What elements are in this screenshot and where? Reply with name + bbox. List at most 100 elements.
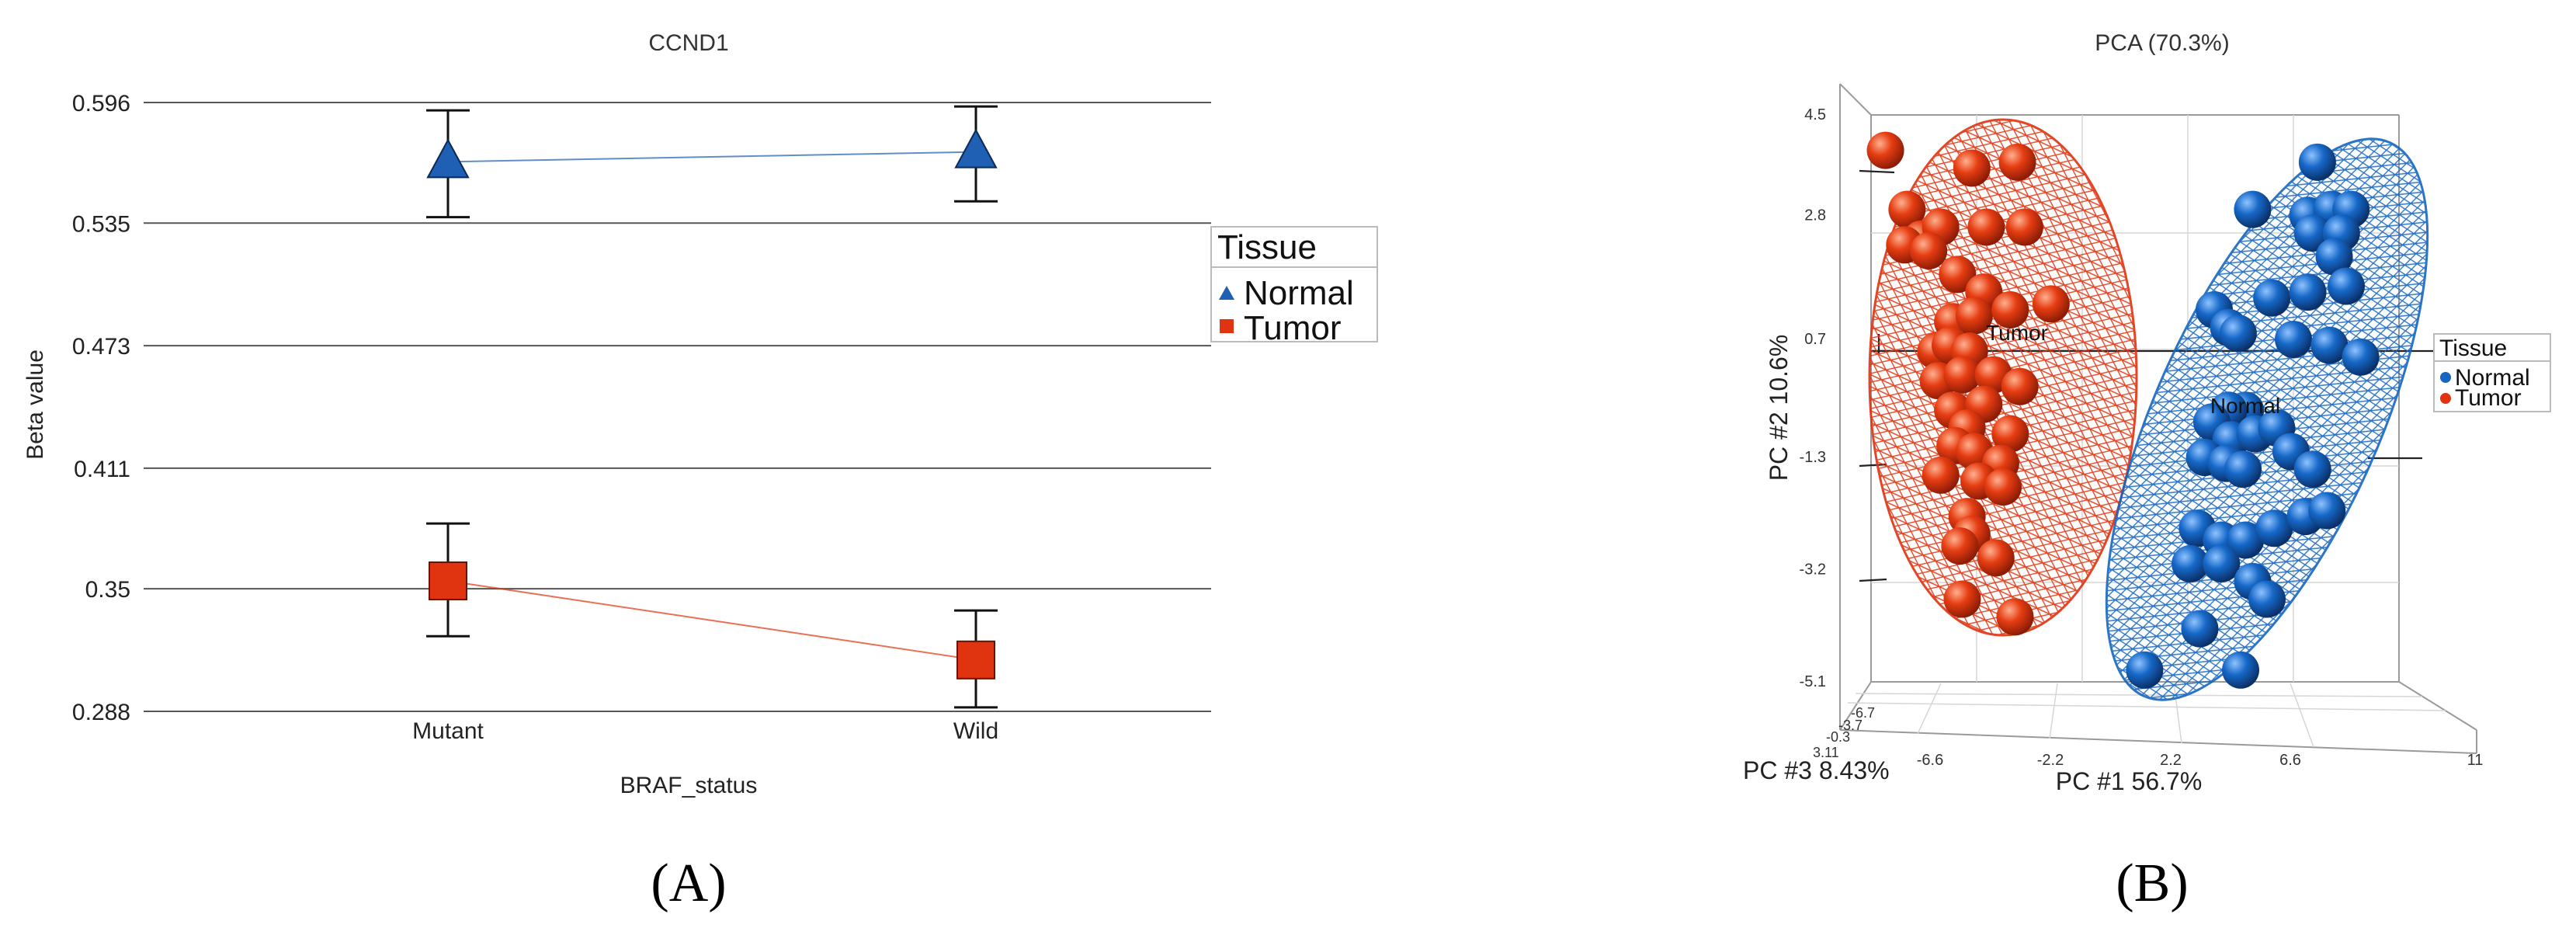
- panel-b-x-tick-label: 11: [2467, 752, 2484, 769]
- panel-b-point-tumor: [1910, 231, 1948, 269]
- panel-b-point-tumor: [1991, 415, 2029, 453]
- panel-b-z-axis-label: PC #3 8.43%: [1743, 756, 1890, 784]
- panel-a-point-tumor: [956, 640, 995, 680]
- panel-b-point-normal: [2255, 509, 2293, 547]
- panel-b-point-normal: [2298, 143, 2336, 181]
- panel-b-z-tick-label: -0.3: [1826, 729, 1850, 745]
- panel-a-legend-title: Tissue: [1217, 228, 1317, 266]
- panel-a-point-tumor: [429, 561, 467, 600]
- panel-b-point-normal: [2181, 610, 2219, 648]
- panel-b-z-tick-label: -3.7: [1838, 718, 1863, 733]
- panel-a-x-tick-label: Mutant: [412, 718, 484, 744]
- panel-b-point-tumor: [1922, 456, 1960, 494]
- panel-a-legend: Tissue Normal Tumor: [1210, 226, 1378, 347]
- panel-a-series-tumor: [426, 522, 998, 709]
- panel-b-label: (B): [2116, 853, 2188, 913]
- panel-b-point-normal: [2275, 320, 2312, 358]
- panel-a-x-tick-label: Wild: [953, 718, 998, 744]
- panel-b-point-normal: [2328, 267, 2365, 305]
- panel-b-point-tumor: [2032, 285, 2070, 323]
- panel-b-legend: Tissue Normal Tumor: [2433, 333, 2551, 412]
- panel-b-point-normal: [2253, 279, 2291, 317]
- panel-a-y-tick-label: 0.35: [85, 577, 130, 603]
- panel-b-point-tumor: [1996, 598, 2034, 636]
- panel-b-point-tumor: [1943, 580, 1981, 618]
- panel-b-points: [1866, 131, 2380, 689]
- panel-b-x-tick-label: 6.6: [2279, 752, 2301, 769]
- panel-a-connector-line: [447, 151, 977, 163]
- panel-b-point-tumor: [1991, 290, 2029, 328]
- panel-b-point-normal: [2293, 450, 2331, 488]
- panel-b-point-tumor: [1866, 131, 1904, 169]
- panel-b-legend-tumor-marker: [2440, 393, 2451, 404]
- panel-b-point-normal: [2219, 315, 2257, 353]
- panel-b-point-tumor: [2001, 367, 2039, 405]
- panel-a-y-ticks: 0.596 0.535 0.473 0.411 0.35 0.288: [72, 91, 130, 725]
- panel-b-legend-tumor: Tumor: [2455, 385, 2522, 411]
- panel-b-point-tumor: [1943, 356, 1981, 394]
- panel-a-connector-line: [447, 580, 977, 661]
- panel-b: PCA (70.3%): [1743, 30, 2551, 795]
- panel-b-point-normal: [2248, 580, 2286, 618]
- panel-b-point-tumor: [1955, 297, 1993, 335]
- panel-a: CCND1 0.596 0.535 0.473 0.411 0.35 0.288 Muta…: [23, 30, 1378, 798]
- panel-a-series-normal: [426, 105, 998, 219]
- panel-b-point-tumor: [1967, 208, 2005, 246]
- panel-b-series-normal: [2126, 143, 2380, 689]
- panel-b-point-normal: [2126, 651, 2164, 689]
- panel-b-series-tumor: [1866, 131, 2070, 636]
- panel-b-legend-normal-marker: [2440, 372, 2451, 383]
- panel-b-point-tumor: [1941, 527, 1979, 565]
- panel-b-point-normal: [2224, 450, 2262, 488]
- panel-a-grid: [144, 102, 1211, 712]
- panel-b-point-normal: [2227, 521, 2265, 559]
- panel-b-z-tick-label: 3.11: [1813, 745, 1839, 760]
- panel-b-y-tick-label: 2.8: [1804, 207, 1826, 224]
- panel-b-point-normal: [2315, 238, 2353, 276]
- panel-a-point-normal: [426, 138, 470, 179]
- panel-b-legend-normal: Normal: [2455, 365, 2530, 391]
- panel-b-point-tumor: [1888, 190, 1926, 228]
- panel-b-point-normal: [2310, 326, 2349, 364]
- panel-b-point-normal: [2234, 190, 2272, 228]
- panel-b-y-axis-label: PC #2 10.6%: [1765, 335, 1793, 481]
- panel-a-x-axis-label: BRAF_status: [620, 773, 758, 798]
- panel-a-title: CCND1: [648, 30, 728, 56]
- panel-b-x-tick-label: 2.2: [2160, 752, 2182, 769]
- panel-b-cluster-label-tumor: Tumor: [1986, 321, 2048, 345]
- panel-b-legend-title: Tissue: [2439, 335, 2507, 361]
- panel-b-x-axis-label: PC #1 56.7%: [2056, 767, 2203, 795]
- panel-b-point-tumor: [1998, 143, 2036, 181]
- panel-b-y-tick-label: -1.3: [1800, 449, 1826, 466]
- panel-a-legend-tumor: Tumor: [1244, 309, 1342, 347]
- panel-b-point-tumor: [2005, 208, 2043, 246]
- panel-b-y-tick-label: -5.1: [1800, 673, 1826, 690]
- panel-b-point-tumor: [1984, 468, 2022, 506]
- panel-b-point-normal: [2293, 214, 2331, 252]
- panel-b-x-tick-label: -2.2: [2037, 752, 2064, 769]
- panel-a-series: [426, 105, 998, 709]
- panel-a-x-ticks: Mutant Wild: [412, 718, 998, 744]
- panel-b-point-normal: [2172, 544, 2210, 582]
- panel-b-z-tick-label: -6.7: [1851, 705, 1875, 721]
- panel-a-y-tick-label: 0.473: [72, 334, 130, 360]
- panel-b-point-normal: [2203, 544, 2241, 582]
- panel-b-point-normal: [2342, 338, 2380, 376]
- panel-a-y-axis-label: Beta value: [23, 349, 48, 460]
- panel-b-point-normal: [2308, 492, 2346, 530]
- panel-b-point-tumor: [1953, 149, 1991, 187]
- panel-b-cluster-label-normal: Normal: [2210, 394, 2280, 418]
- panel-b-point-tumor: [1939, 255, 1977, 294]
- panel-b-title: PCA (70.3%): [2095, 30, 2229, 56]
- panel-b-y-ticks: 4.5 2.8 0.7 -1.3 -3.2 -5.1: [1800, 106, 1826, 690]
- panel-b-z-ticks: 3.11-0.3-3.7-6.7: [1813, 705, 1875, 760]
- panel-a-legend-tumor-marker: [1220, 319, 1234, 333]
- panel-b-point-normal: [2222, 651, 2259, 689]
- panel-b-point-tumor: [1977, 539, 2015, 577]
- panel-a-legend-normal-marker: [1219, 286, 1234, 300]
- panel-b-x-tick-label: -6.6: [1917, 752, 1943, 769]
- panel-a-y-tick-label: 0.411: [74, 457, 130, 482]
- panel-a-label: (A): [651, 853, 726, 913]
- panel-b-y-tick-label: -3.2: [1800, 561, 1826, 579]
